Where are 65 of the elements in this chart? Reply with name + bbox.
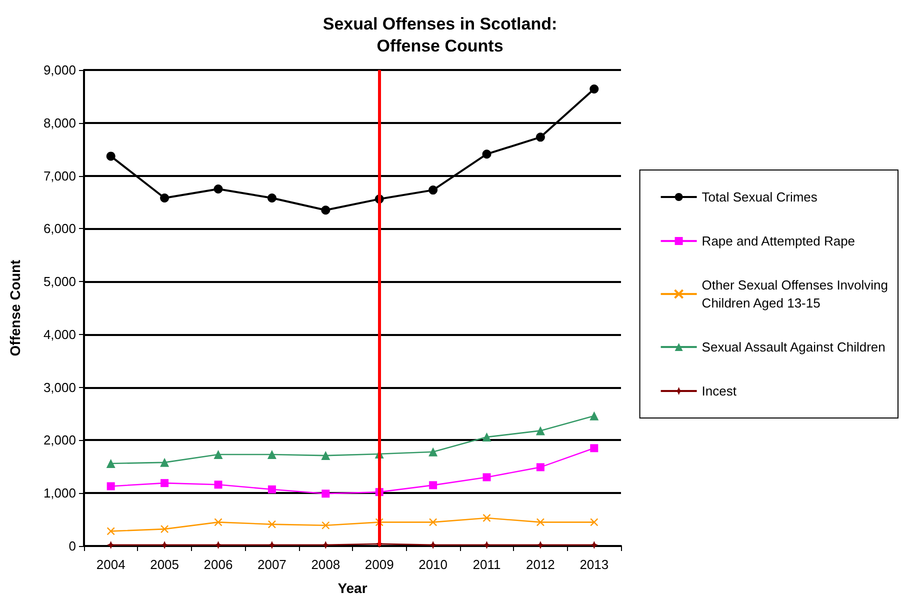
point — [321, 451, 330, 460]
point — [106, 458, 116, 468]
x-tick-label: 2006 — [204, 557, 233, 572]
y-tick-label: 7,000 — [43, 168, 76, 184]
point — [322, 521, 330, 530]
point — [590, 444, 598, 452]
x-tick-label: 2004 — [96, 557, 126, 572]
point — [267, 450, 276, 459]
point — [482, 514, 491, 522]
y-tick-label: 6,000 — [43, 221, 76, 236]
point — [268, 520, 276, 528]
point — [160, 193, 170, 202]
x-tick-label: 2008 — [311, 557, 340, 572]
point — [160, 524, 169, 534]
point — [214, 480, 222, 489]
point — [428, 447, 438, 456]
point — [590, 84, 599, 94]
legend-label: Sexual Assault Against Children — [702, 340, 886, 354]
point — [536, 463, 544, 472]
point — [536, 426, 545, 436]
point — [321, 206, 330, 215]
x-tick-label: 2013 — [580, 557, 609, 572]
y-tick-label: 1,000 — [43, 486, 76, 501]
x-tick-label: 2010 — [418, 557, 448, 572]
point — [590, 518, 598, 526]
legend-label: Total Sexual Crimes — [702, 190, 818, 204]
point — [106, 527, 115, 536]
y-tick-label: 4,000 — [43, 326, 76, 342]
x-tick-label: 2011 — [472, 557, 501, 572]
x-tick-label: 2012 — [526, 557, 555, 572]
point — [160, 479, 169, 488]
point — [267, 193, 276, 202]
point — [482, 432, 492, 442]
point — [590, 411, 599, 420]
y-tick-label: 0 — [68, 538, 76, 554]
point — [160, 458, 170, 467]
legend-label: Incest — [702, 384, 737, 398]
point — [536, 132, 545, 142]
point — [375, 518, 384, 526]
point — [536, 518, 545, 526]
y-axis-title: Offense Count — [7, 259, 23, 356]
point — [428, 186, 438, 195]
point — [214, 450, 223, 459]
point — [482, 150, 492, 159]
point — [322, 490, 330, 498]
y-tick-label: 2,000 — [43, 432, 76, 448]
chart-title: Sexual Offenses in Scotland: Offense Counts — [322, 14, 558, 56]
point — [214, 518, 222, 526]
y-tick-label: 9,000 — [43, 62, 76, 78]
x-tick-label: 2005 — [150, 557, 180, 572]
y-tick-label: 3,000 — [43, 380, 76, 395]
point — [429, 481, 438, 490]
point — [482, 473, 491, 482]
x-tick-label: 2007 — [257, 557, 286, 572]
legend-label: Rape and Attempted Rape — [702, 234, 856, 248]
x-axis-title: Year — [338, 580, 368, 596]
y-tick-label: 5,000 — [43, 274, 76, 290]
point — [428, 518, 438, 526]
point — [106, 482, 115, 490]
x-tick-label: 2009 — [364, 557, 394, 572]
point — [268, 485, 276, 494]
y-tick-label: 8,000 — [43, 115, 76, 130]
point — [106, 152, 116, 161]
point — [214, 184, 223, 194]
legend-label: Other Sexual Offenses Involving Children Aged 13-15 — [702, 278, 888, 310]
